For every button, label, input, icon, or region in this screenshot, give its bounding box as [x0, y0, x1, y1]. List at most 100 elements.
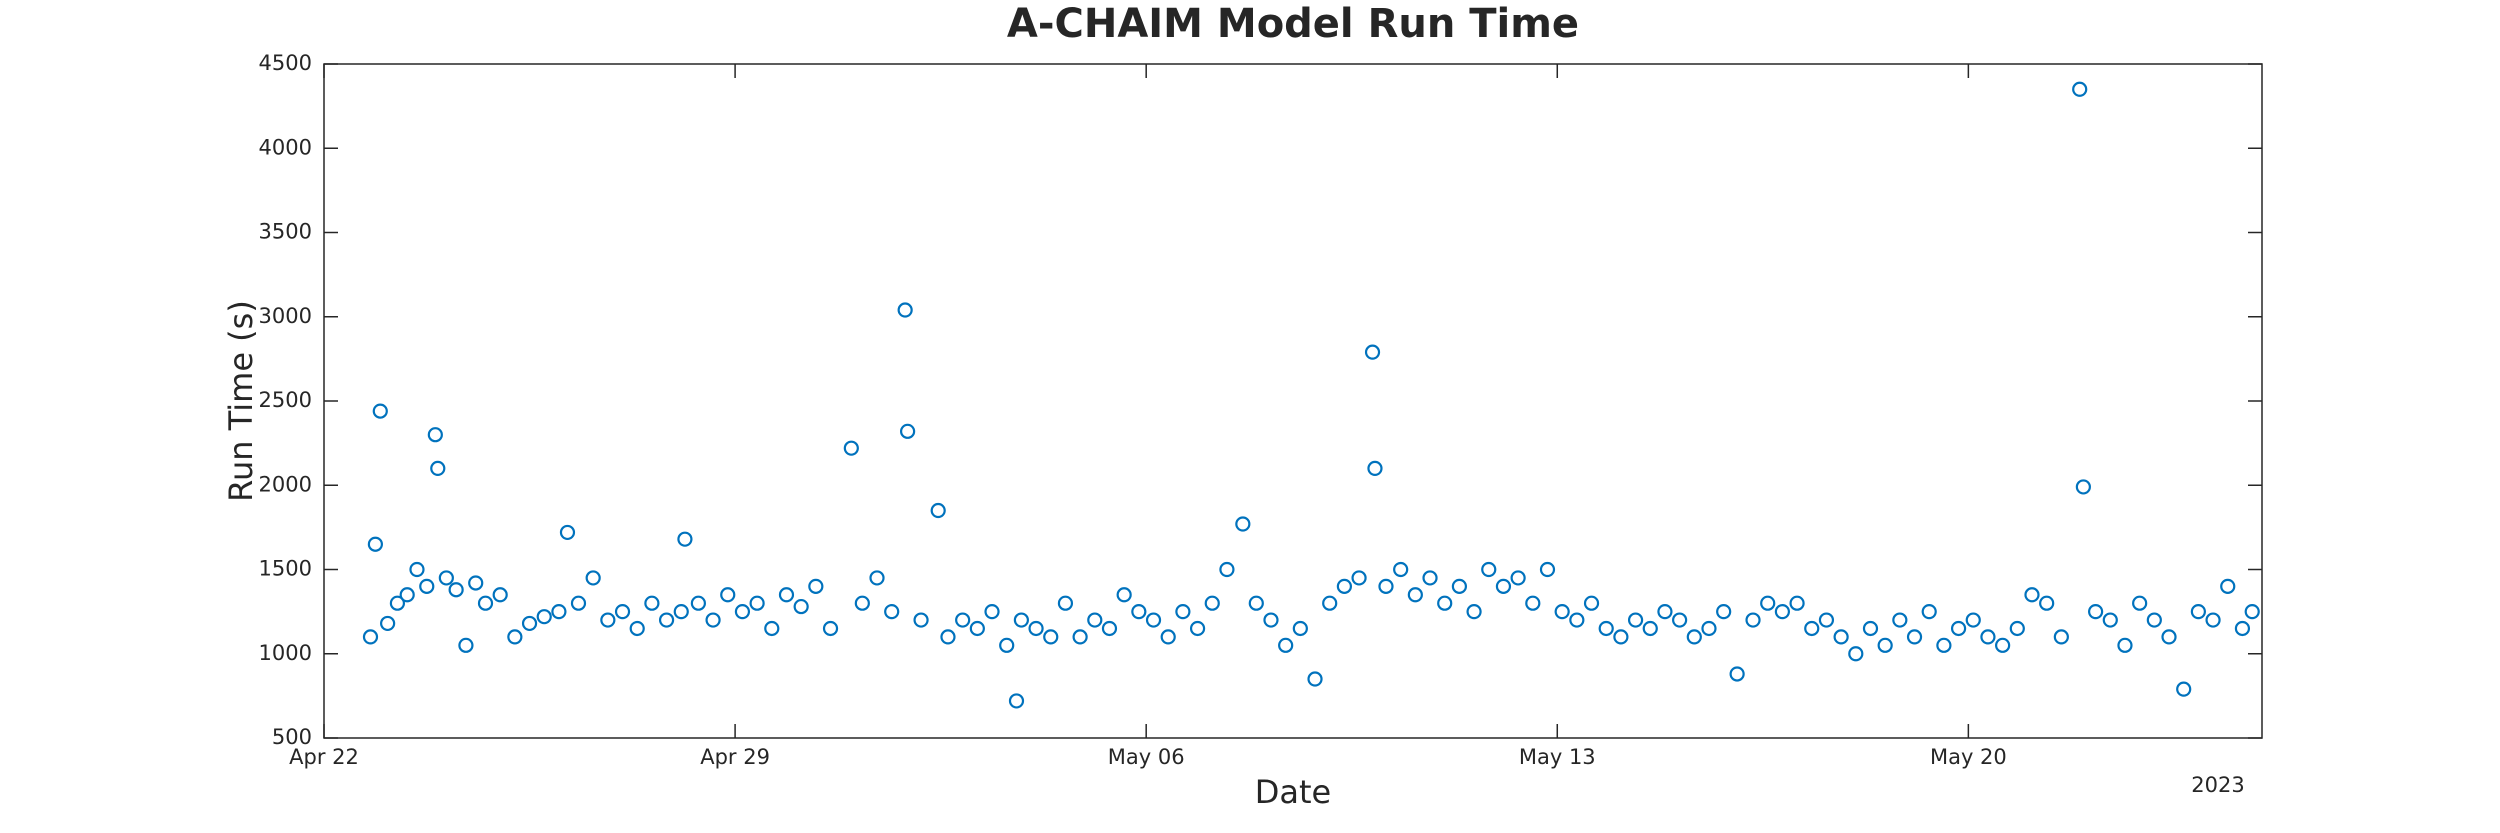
point	[1248, 595, 1264, 611]
point	[1219, 561, 1235, 578]
y-tick-label: 1000	[259, 641, 312, 665]
point	[2205, 612, 2221, 628]
point	[1466, 604, 1482, 620]
x-tick-label: May 20	[1930, 745, 2007, 769]
point	[438, 570, 454, 586]
point	[900, 423, 916, 439]
point	[585, 570, 601, 586]
point	[720, 587, 736, 603]
point	[822, 620, 839, 637]
point	[1716, 604, 1732, 620]
point	[1072, 629, 1088, 645]
y-tick-label: 2500	[259, 388, 312, 412]
point	[372, 403, 388, 419]
point	[2117, 637, 2133, 653]
point	[1906, 629, 1923, 645]
point	[2009, 620, 2025, 637]
point	[690, 595, 706, 611]
point	[2234, 620, 2251, 637]
point	[559, 524, 576, 541]
point	[458, 637, 474, 653]
point	[1145, 612, 1162, 628]
point	[399, 587, 415, 603]
point	[1848, 646, 1864, 662]
chart-title: A-CHAIM Model Run Time	[1007, 1, 1579, 47]
point	[492, 587, 508, 603]
point	[1322, 595, 1338, 611]
y-tick-label: 4500	[259, 51, 312, 75]
point	[940, 629, 956, 645]
point	[2190, 604, 2206, 620]
point	[749, 595, 765, 611]
point	[1087, 612, 1103, 628]
point	[521, 615, 538, 632]
point	[1510, 570, 1526, 586]
y-tick-label: 500	[272, 725, 312, 749]
point	[1554, 604, 1570, 620]
point	[843, 440, 859, 456]
point	[1336, 578, 1352, 594]
point	[507, 629, 523, 645]
plot-box	[323, 63, 2263, 739]
point	[1804, 620, 1820, 637]
point	[1422, 570, 1438, 586]
point	[1950, 620, 1967, 637]
point	[1307, 671, 1323, 687]
point	[1980, 629, 1996, 645]
point	[1278, 637, 1294, 653]
point	[1116, 587, 1132, 603]
x-tick-label: May 13	[1519, 745, 1596, 769]
point	[1892, 612, 1908, 628]
point	[2220, 578, 2236, 594]
point	[1263, 612, 1279, 628]
point	[1043, 629, 1059, 645]
point	[2024, 587, 2040, 603]
point	[536, 609, 552, 625]
point	[1627, 612, 1644, 628]
x-year-label: 2023	[2191, 773, 2244, 797]
point	[551, 604, 567, 620]
point	[1204, 595, 1220, 611]
point	[1642, 620, 1658, 637]
point	[1481, 561, 1497, 578]
point	[2102, 612, 2118, 628]
point	[1539, 561, 1556, 578]
point	[1378, 578, 1394, 594]
point	[2072, 81, 2088, 97]
point	[1613, 629, 1629, 645]
point	[808, 578, 824, 594]
point	[1672, 612, 1688, 628]
point	[1437, 595, 1453, 611]
point	[1583, 595, 1600, 611]
point	[1367, 460, 1383, 476]
point	[389, 595, 406, 611]
point	[1921, 604, 1937, 620]
point	[1364, 344, 1381, 360]
x-tick-label: Apr 29	[700, 745, 770, 769]
point	[1495, 578, 1512, 594]
point	[1292, 620, 1308, 637]
point	[1745, 612, 1761, 628]
point	[705, 612, 721, 628]
point	[969, 620, 985, 637]
point	[897, 302, 913, 318]
y-tick-label: 4000	[259, 135, 312, 159]
point	[2075, 479, 2091, 495]
point	[380, 615, 396, 632]
y-tick-label: 1500	[259, 557, 312, 581]
point	[913, 612, 929, 628]
point	[1189, 620, 1206, 637]
point	[477, 595, 494, 611]
point	[1833, 629, 1849, 645]
point	[2088, 604, 2104, 620]
point	[2132, 595, 2148, 611]
point	[1393, 561, 1409, 578]
point	[570, 595, 587, 611]
point	[1789, 595, 1805, 611]
point	[2244, 604, 2260, 620]
point	[1451, 578, 1467, 594]
y-axis-label: Run Time (s)	[222, 300, 260, 502]
point	[1965, 612, 1981, 628]
x-tick-label: May 06	[1108, 745, 1185, 769]
